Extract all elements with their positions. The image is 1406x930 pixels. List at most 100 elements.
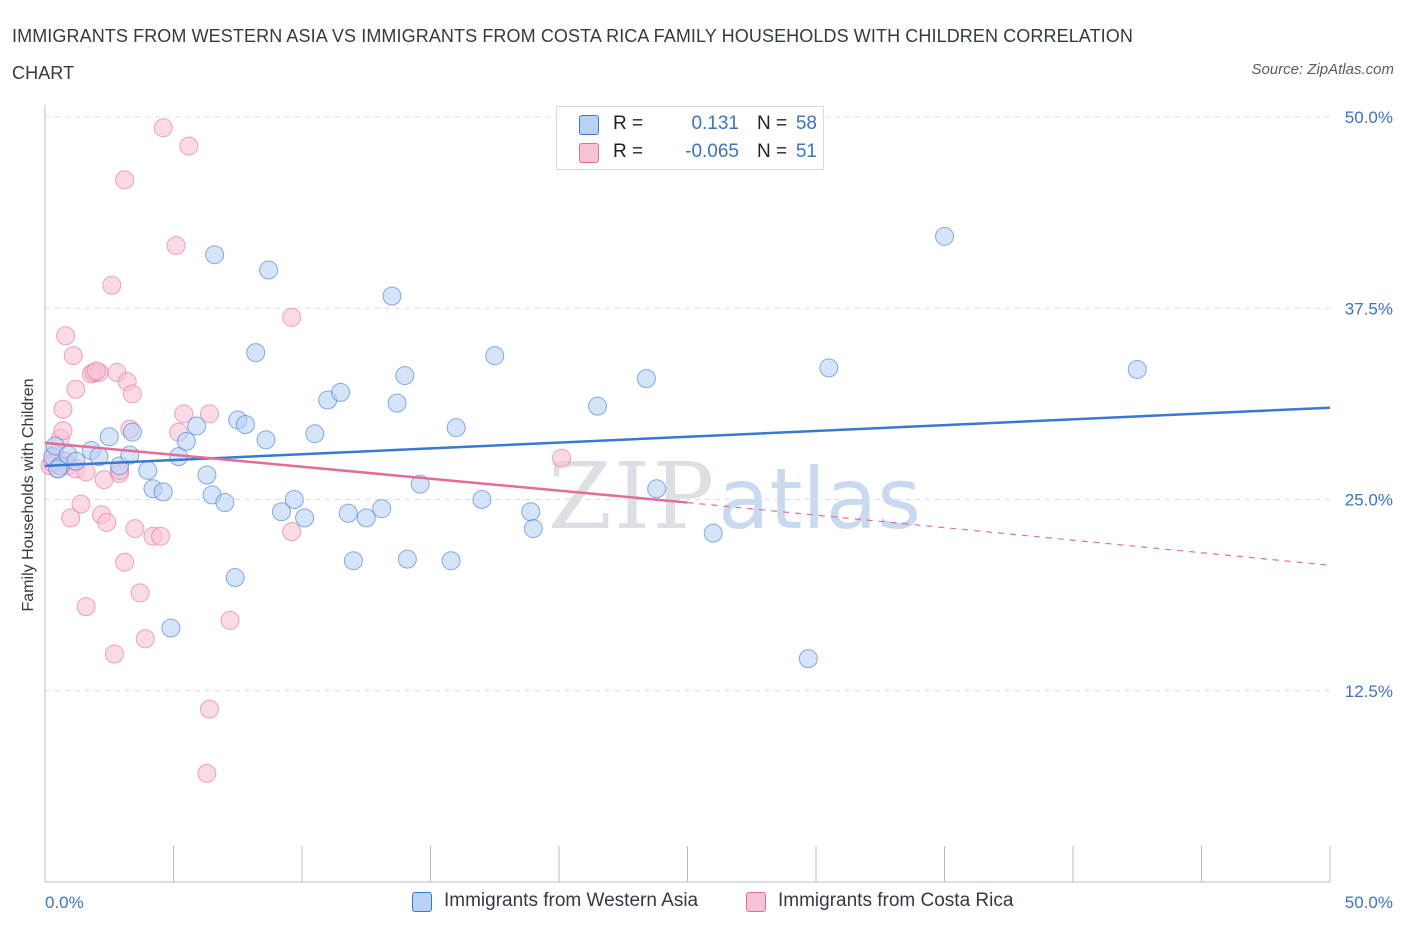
point-costa-rica bbox=[71, 494, 91, 514]
point-western-asia bbox=[246, 343, 266, 363]
point-costa-rica bbox=[199, 699, 219, 719]
pink-swatch bbox=[579, 143, 599, 163]
point-western-asia bbox=[187, 416, 207, 436]
chart-title: IMMIGRANTS FROM WESTERN ASIA VS IMMIGRAN… bbox=[12, 26, 1133, 83]
point-western-asia bbox=[205, 245, 225, 265]
r-label: R = bbox=[613, 141, 644, 162]
point-western-asia bbox=[397, 549, 417, 569]
point-costa-rica bbox=[76, 597, 96, 617]
watermark-atlas: atlas bbox=[718, 450, 921, 548]
point-costa-rica bbox=[130, 583, 150, 603]
point-costa-rica bbox=[199, 404, 219, 424]
point-western-asia bbox=[122, 422, 142, 442]
point-western-asia bbox=[588, 396, 608, 416]
legend-swatch-pink bbox=[746, 892, 766, 912]
point-costa-rica bbox=[66, 379, 86, 399]
point-western-asia bbox=[485, 346, 505, 366]
point-costa-rica bbox=[220, 610, 240, 630]
tick-labels: 50.0% 37.5% 25.0% 12.5% 0.0% 50.0% bbox=[45, 108, 1393, 912]
y-axis-label: Family Households with Children bbox=[20, 379, 37, 612]
point-costa-rica bbox=[135, 629, 155, 649]
point-western-asia bbox=[271, 502, 291, 522]
point-costa-rica bbox=[86, 361, 106, 381]
point-western-asia bbox=[472, 490, 492, 509]
point-western-asia bbox=[215, 493, 235, 513]
point-western-asia bbox=[387, 393, 407, 413]
point-costa-rica bbox=[282, 307, 302, 327]
point-western-asia bbox=[45, 436, 65, 456]
n-value-blue: 58 bbox=[795, 113, 817, 134]
stats-legend: R = 0.131 N = 58 R = -0.065 N = 51 bbox=[556, 106, 824, 170]
n-value-pink: 51 bbox=[795, 141, 817, 162]
trend-line-western-asia bbox=[44, 406, 1331, 468]
point-western-asia bbox=[153, 482, 173, 502]
point-costa-rica bbox=[197, 763, 217, 783]
point-western-asia bbox=[138, 460, 158, 480]
point-western-asia bbox=[356, 508, 376, 528]
y-tick-label: 12.5% bbox=[1345, 682, 1393, 701]
point-western-asia bbox=[441, 551, 461, 571]
point-western-asia bbox=[935, 226, 954, 246]
point-costa-rica bbox=[115, 552, 135, 572]
point-western-asia bbox=[1127, 359, 1147, 379]
legend-label-costa-rica: Immigrants from Costa Rica bbox=[778, 890, 1014, 911]
y-tick-label: 50.0% bbox=[1345, 108, 1393, 127]
point-costa-rica bbox=[63, 346, 83, 366]
point-costa-rica bbox=[104, 644, 124, 664]
point-western-asia bbox=[703, 523, 723, 543]
point-western-asia bbox=[284, 490, 304, 509]
point-western-asia bbox=[521, 502, 541, 522]
point-costa-rica bbox=[61, 508, 81, 528]
point-western-asia bbox=[819, 358, 839, 378]
point-costa-rica bbox=[282, 522, 302, 542]
point-western-asia bbox=[235, 415, 255, 435]
source-label: Source: ZipAtlas.com bbox=[1251, 61, 1394, 78]
point-western-asia bbox=[395, 366, 415, 386]
trend-lines bbox=[44, 406, 1331, 566]
point-costa-rica bbox=[97, 512, 117, 532]
point-costa-rica bbox=[102, 275, 122, 295]
point-western-asia bbox=[259, 260, 279, 280]
point-western-asia bbox=[305, 424, 325, 444]
r-value-blue: 0.131 bbox=[691, 113, 739, 134]
grid-lines bbox=[45, 116, 1330, 692]
point-western-asia bbox=[225, 568, 245, 588]
x-tick-label: 50.0% bbox=[1345, 893, 1393, 912]
point-western-asia bbox=[372, 499, 392, 519]
point-costa-rica bbox=[53, 421, 73, 441]
n-label: N = bbox=[757, 113, 788, 134]
point-western-asia bbox=[99, 427, 119, 447]
point-western-asia bbox=[636, 369, 656, 389]
point-costa-rica bbox=[115, 170, 135, 190]
point-costa-rica bbox=[56, 326, 76, 346]
y-tick-label: 25.0% bbox=[1345, 491, 1393, 510]
point-costa-rica bbox=[122, 384, 142, 404]
axes bbox=[44, 105, 1331, 883]
point-costa-rica bbox=[125, 519, 145, 539]
point-costa-rica bbox=[151, 526, 171, 546]
trend-line-costa-rica bbox=[44, 441, 688, 504]
x-tick-label: 0.0% bbox=[45, 893, 84, 912]
point-western-asia bbox=[48, 459, 68, 479]
point-western-asia bbox=[66, 451, 86, 471]
point-western-asia bbox=[343, 551, 363, 571]
legend-swatch-blue bbox=[412, 892, 432, 912]
point-western-asia bbox=[331, 382, 351, 402]
point-western-asia bbox=[176, 431, 196, 451]
point-western-asia bbox=[647, 479, 667, 499]
point-costa-rica bbox=[179, 136, 199, 156]
point-western-asia bbox=[197, 465, 217, 485]
point-western-asia bbox=[295, 508, 315, 528]
point-western-asia bbox=[523, 519, 543, 539]
r-label: R = bbox=[613, 113, 644, 134]
point-costa-rica bbox=[153, 118, 173, 138]
series-costa-rica-points bbox=[40, 118, 572, 783]
point-costa-rica bbox=[166, 236, 186, 256]
n-label: N = bbox=[757, 141, 788, 162]
point-western-asia bbox=[798, 649, 818, 669]
legend-label-western-asia: Immigrants from Western Asia bbox=[444, 890, 699, 911]
point-western-asia bbox=[410, 474, 430, 494]
r-value-pink: -0.065 bbox=[685, 141, 739, 162]
watermark: ZIP atlas bbox=[548, 443, 921, 550]
